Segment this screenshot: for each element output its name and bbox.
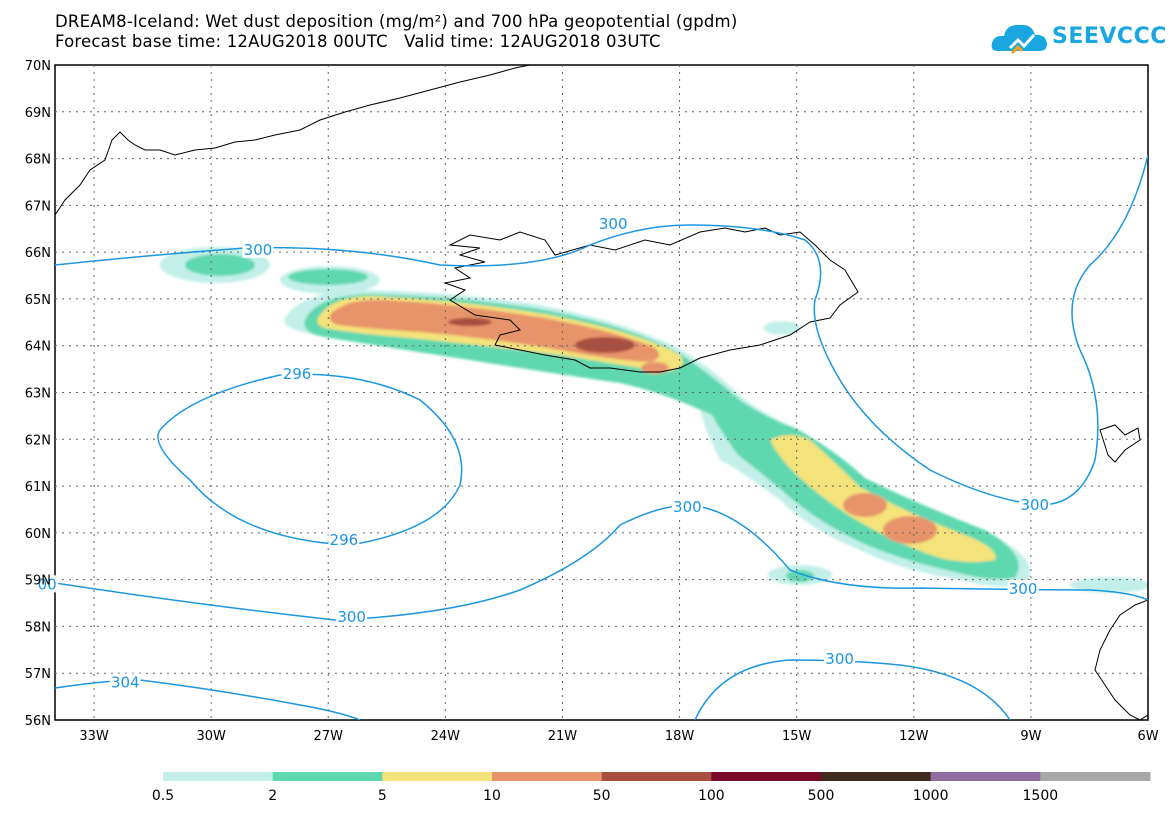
contour-label-bg: [328, 530, 360, 548]
lat-label: 62N: [25, 433, 51, 448]
geopotential-contours: [55, 154, 1148, 720]
contour-label: 296: [330, 531, 359, 549]
contour-label: 304: [111, 674, 140, 692]
contour-labels: 300 300 296 296 300 00 300 300 300 300 304: [36, 215, 1051, 692]
longitude-labels: 33W 30W 27W 24W 21W 18W 15W 12W 9W 6W: [79, 729, 1158, 744]
contour-label-bg: [597, 215, 629, 233]
lat-label: 63N: [25, 387, 51, 402]
legend-label: 5: [378, 788, 387, 804]
contour-300-north: [55, 154, 1148, 506]
lon-label: 27W: [314, 729, 344, 744]
scotland-coast: [1094, 599, 1148, 720]
legend-label: 100: [698, 788, 725, 804]
lat-label: 60N: [25, 527, 51, 542]
legend-swatch: [711, 772, 822, 781]
map-title: DREAM8-Iceland: Wet dust deposition (mg/…: [55, 12, 738, 31]
contour-label-bg: [36, 575, 59, 593]
lat-label: 67N: [25, 199, 51, 214]
lat-label: 68N: [25, 153, 51, 168]
legend-label: 0.5: [152, 788, 174, 804]
legend-label: 50: [593, 788, 611, 804]
legend-label: 2: [268, 788, 277, 804]
lat-label: 65N: [25, 293, 51, 308]
iceland-coast: [443, 227, 859, 373]
seevccc-logo: [990, 15, 1165, 60]
legend-label: 1000: [913, 788, 949, 804]
legend-label: 500: [808, 788, 835, 804]
contour-label: 300: [825, 650, 854, 668]
lat-label: 64N: [25, 340, 51, 355]
contour-label: 300: [337, 608, 366, 626]
legend-swatch: [821, 772, 932, 781]
lat-label: 58N: [25, 620, 51, 635]
color-legend: 0.5 2 5 10 50 100 500 1000 1500: [152, 772, 1151, 804]
lat-label: 59N: [25, 574, 51, 589]
lon-label: 12W: [899, 729, 929, 744]
lon-label: 15W: [782, 729, 812, 744]
lon-label: 21W: [548, 729, 578, 744]
faroe-coast: [1099, 424, 1141, 463]
contour-label-bg: [1007, 580, 1039, 597]
contour-label-bg: [109, 673, 141, 691]
contour-label-bg: [1019, 495, 1051, 513]
contour-label: 300: [1009, 580, 1038, 598]
legend-swatch: [930, 772, 1041, 781]
legend-swatch: [382, 772, 493, 781]
graticule: [55, 65, 1148, 720]
contour-304: [55, 679, 361, 720]
legend-swatch: [1040, 772, 1151, 781]
contour-label-bg: [824, 650, 856, 668]
legend-swatch: [272, 772, 383, 781]
lat-label: 69N: [25, 106, 51, 121]
coastlines: [55, 65, 1148, 720]
cloud-logo-icon: [991, 24, 1047, 55]
contour-label-bg: [671, 498, 703, 516]
lat-label: 56N: [25, 714, 51, 729]
contour-label: 300: [244, 241, 273, 259]
contour-label: 300: [673, 498, 702, 516]
contour-label-bg: [242, 240, 274, 258]
latitude-labels: 70N 69N 68N 67N 66N 65N 64N 63N 62N 61N 60N 59N 58N 5…: [25, 59, 51, 729]
lon-label: 30W: [196, 729, 226, 744]
lon-label: 9W: [1020, 729, 1041, 744]
lon-label: 24W: [431, 729, 461, 744]
contour-label: 300: [1020, 496, 1049, 514]
lon-label: 18W: [665, 729, 695, 744]
lat-label: 61N: [25, 480, 51, 495]
contour-label: 00: [38, 575, 57, 593]
legend-swatch: [492, 772, 603, 781]
legend-swatch: [163, 772, 274, 781]
lat-label: 57N: [25, 667, 51, 682]
contour-300-lower: [694, 659, 1011, 720]
lat-label: 70N: [25, 59, 51, 74]
legend-label: 1500: [1023, 788, 1059, 804]
lon-label: 33W: [79, 729, 109, 744]
lon-label: 6W: [1137, 729, 1158, 744]
legend-label: 10: [483, 788, 501, 804]
contour-label: 300: [599, 215, 628, 233]
lat-label: 66N: [25, 246, 51, 261]
legend-swatch: [601, 772, 712, 781]
contour-label-bg: [281, 364, 313, 382]
logo-text: SEEVCCC: [1052, 24, 1167, 49]
dust-deposition-field: [160, 247, 1148, 593]
contour-label-bg: [336, 608, 368, 626]
contour-296: [157, 373, 463, 546]
dust-level-50: [448, 318, 635, 353]
contour-label: 296: [283, 365, 312, 383]
map-subtitle: Forecast base time: 12AUG2018 00UTC Vali…: [55, 32, 661, 51]
greenland-coast: [55, 65, 531, 216]
